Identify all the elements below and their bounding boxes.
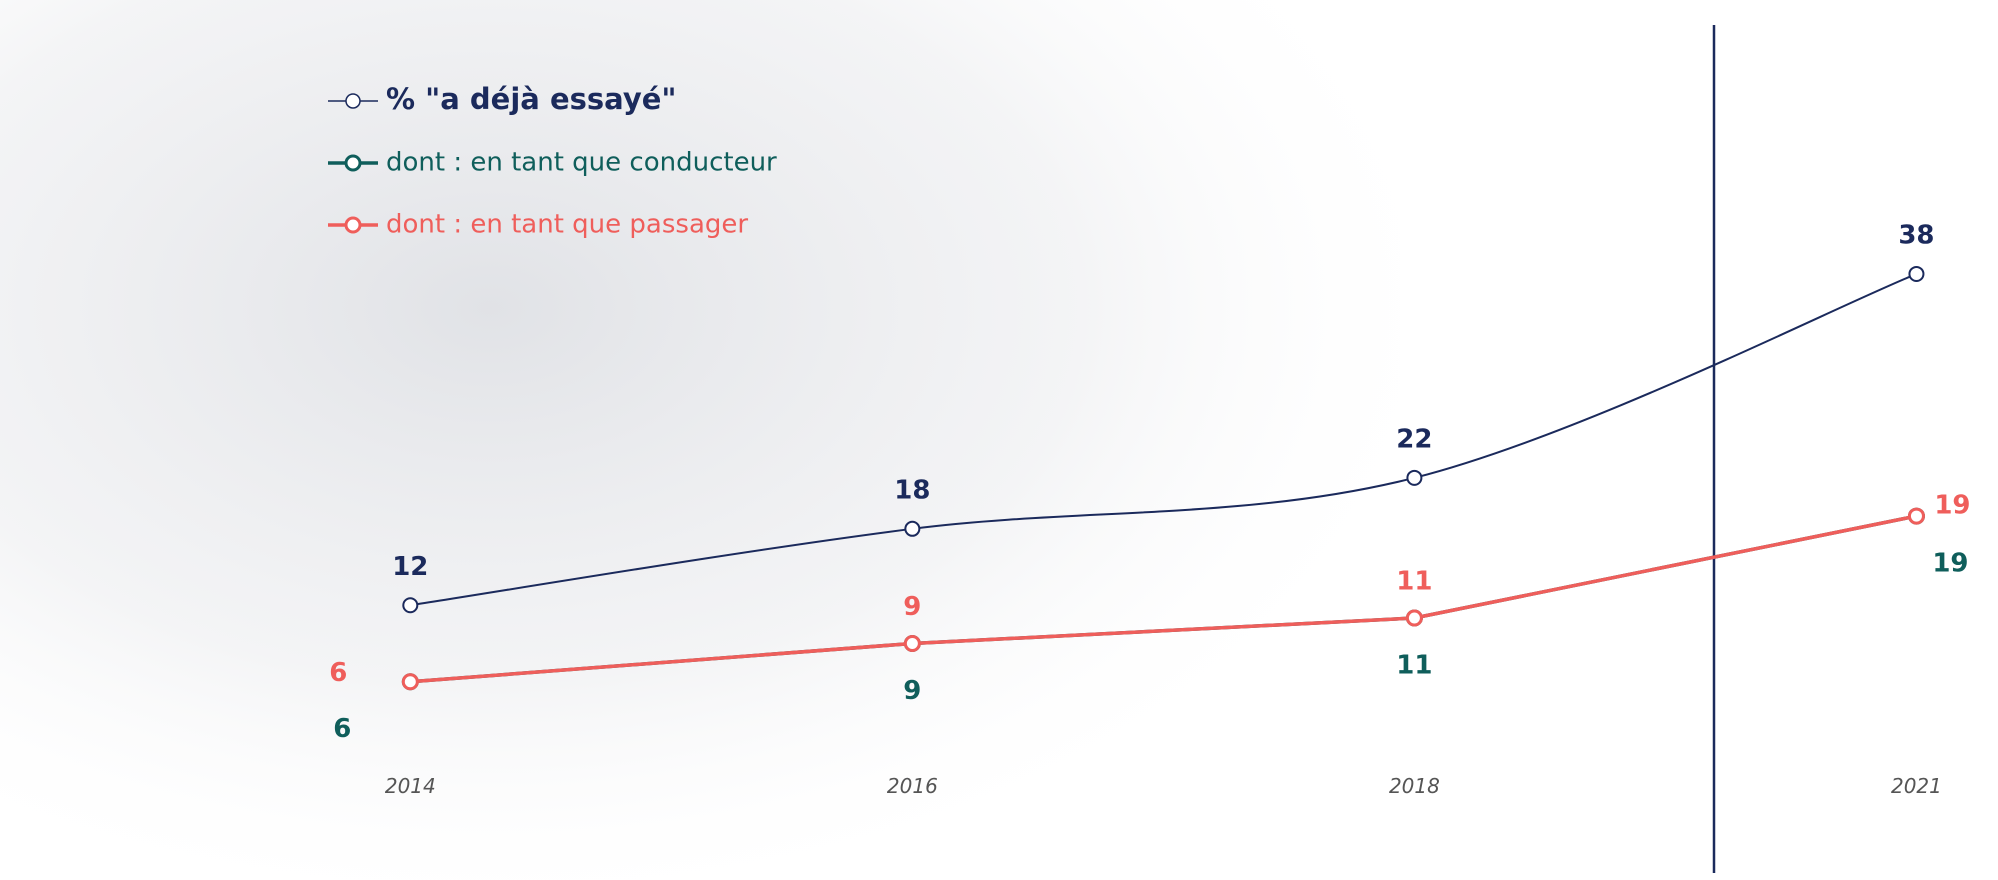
data-label: 18 bbox=[894, 475, 930, 505]
legend-label: % "a déjà essayé" bbox=[386, 82, 677, 116]
data-label: 12 bbox=[392, 552, 428, 582]
point bbox=[1406, 469, 1423, 486]
data-label: 9 bbox=[903, 676, 921, 706]
data-label: 6 bbox=[333, 714, 351, 744]
point bbox=[1405, 609, 1423, 627]
point bbox=[1908, 265, 1925, 282]
x-tick-label: 2018 bbox=[1389, 774, 1440, 798]
legend-marker bbox=[345, 93, 361, 109]
point bbox=[402, 597, 419, 614]
x-tick-label: 2016 bbox=[887, 774, 938, 798]
point bbox=[1907, 507, 1925, 525]
line bbox=[410, 514, 1917, 684]
data-label: 19 bbox=[1934, 491, 1970, 521]
data-label: 11 bbox=[1396, 567, 1432, 597]
point bbox=[401, 673, 419, 691]
data-label: 6 bbox=[329, 658, 347, 688]
legend-marker bbox=[344, 216, 362, 234]
data-label: 22 bbox=[1396, 424, 1432, 454]
background-photo bbox=[0, 0, 1400, 880]
data-label: 19 bbox=[1932, 549, 1968, 579]
x-tick-label: 2021 bbox=[1891, 774, 1942, 798]
data-label: 38 bbox=[1898, 220, 1934, 250]
legend-label: dont : en tant que passager bbox=[386, 210, 748, 240]
line bbox=[410, 273, 1917, 607]
x-tick-label: 2014 bbox=[385, 774, 436, 798]
data-label: 9 bbox=[903, 592, 921, 622]
data-label: 11 bbox=[1396, 651, 1432, 681]
point bbox=[903, 634, 921, 652]
legend-label: dont : en tant que conducteur bbox=[386, 148, 777, 178]
point bbox=[904, 520, 921, 537]
legend-marker bbox=[344, 154, 362, 172]
